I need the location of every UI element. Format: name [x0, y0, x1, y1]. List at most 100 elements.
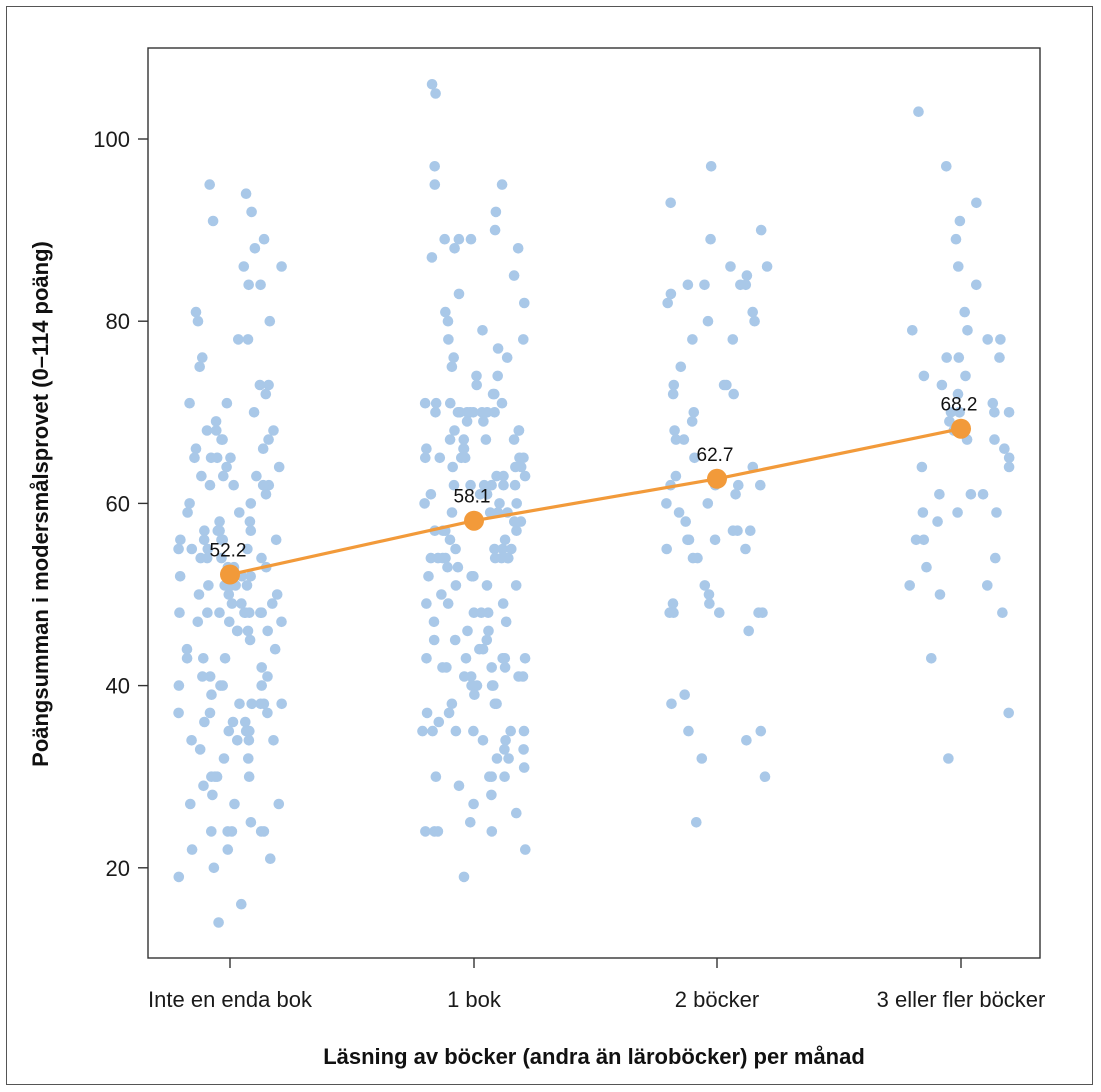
data-point [184, 498, 195, 509]
data-point [991, 507, 1002, 518]
data-point [202, 607, 213, 618]
x-tick-label: Inte en enda bok [148, 987, 313, 1012]
data-point [910, 534, 922, 546]
data-point [918, 370, 930, 382]
data-point [203, 580, 214, 591]
data-point [665, 288, 677, 300]
data-point [498, 470, 509, 482]
data-point [233, 334, 244, 345]
data-point [474, 489, 486, 500]
data-point [181, 653, 193, 664]
data-point [749, 315, 760, 327]
data-point [217, 534, 229, 546]
data-point [667, 598, 679, 609]
data-point [442, 598, 454, 609]
data-point [238, 261, 250, 272]
data-point [186, 735, 197, 746]
data-point [436, 589, 447, 600]
data-point [953, 261, 964, 272]
x-axis-title: Läsning av böcker (andra än läroböcker) … [323, 1044, 865, 1069]
data-point [497, 543, 509, 555]
data-point [236, 898, 247, 910]
data-point [675, 361, 687, 373]
data-point [709, 534, 721, 546]
data-point [249, 243, 261, 254]
data-point [240, 188, 252, 199]
data-point [489, 543, 500, 555]
data-point [759, 771, 771, 782]
data-point [443, 707, 455, 719]
data-point [226, 598, 238, 609]
data-point [453, 288, 465, 300]
data-point [499, 771, 510, 782]
data-point [483, 625, 494, 637]
data-point [499, 534, 511, 546]
data-point [208, 862, 220, 874]
data-point [692, 552, 703, 564]
data-point [194, 744, 206, 755]
data-point [512, 243, 524, 254]
data-point [185, 798, 196, 810]
data-point [468, 725, 479, 737]
data-point [994, 352, 1005, 363]
data-point [430, 407, 441, 418]
data-point [433, 716, 445, 728]
data-point [434, 452, 446, 464]
data-point [519, 653, 531, 664]
data-point [448, 479, 460, 491]
data-point [687, 334, 698, 345]
data-point [263, 434, 274, 445]
data-point [496, 552, 507, 564]
data-point [448, 352, 460, 363]
data-point [486, 789, 497, 801]
data-point [450, 580, 462, 591]
data-point [452, 561, 464, 573]
data-point [273, 461, 285, 473]
data-point [511, 807, 522, 819]
data-point [971, 279, 982, 291]
data-point [232, 625, 243, 637]
data-point [269, 643, 281, 655]
data-point [952, 507, 963, 518]
data-point [174, 607, 185, 618]
data-point [420, 452, 431, 464]
data-point [421, 598, 432, 609]
data-point [486, 662, 498, 673]
data-point [198, 780, 209, 792]
data-point [733, 479, 744, 491]
data-point [453, 233, 465, 245]
data-point [420, 826, 431, 837]
mean-value-label: 58.1 [454, 487, 491, 508]
data-point [718, 379, 730, 391]
mean-value-label: 52.2 [210, 541, 247, 562]
data-point [761, 261, 773, 272]
data-point [204, 179, 215, 190]
data-point [489, 224, 501, 236]
data-point [225, 452, 236, 464]
data-point [510, 580, 522, 591]
axes: 20 40 60 80 100 Inte en enda bok 1 bok 2 böcker… [93, 127, 1045, 1012]
data-point [243, 279, 254, 291]
data-point [440, 552, 451, 564]
data-point [952, 388, 964, 400]
data-point [244, 607, 255, 618]
data-point [213, 917, 224, 928]
data-point [727, 525, 739, 536]
data-point [256, 662, 268, 673]
data-point [446, 698, 458, 710]
data-point [256, 552, 267, 564]
data-point [246, 698, 257, 710]
data-point [210, 416, 222, 427]
data-point [480, 434, 492, 445]
data-point [243, 735, 255, 746]
data-point [680, 516, 691, 527]
data-point [444, 534, 456, 546]
data-point [243, 771, 255, 782]
data-point [478, 479, 490, 491]
data-point [194, 361, 205, 373]
data-point [240, 725, 252, 737]
data-point [173, 707, 184, 719]
data-point [669, 425, 680, 436]
data-point [682, 279, 694, 291]
data-point [204, 479, 216, 491]
